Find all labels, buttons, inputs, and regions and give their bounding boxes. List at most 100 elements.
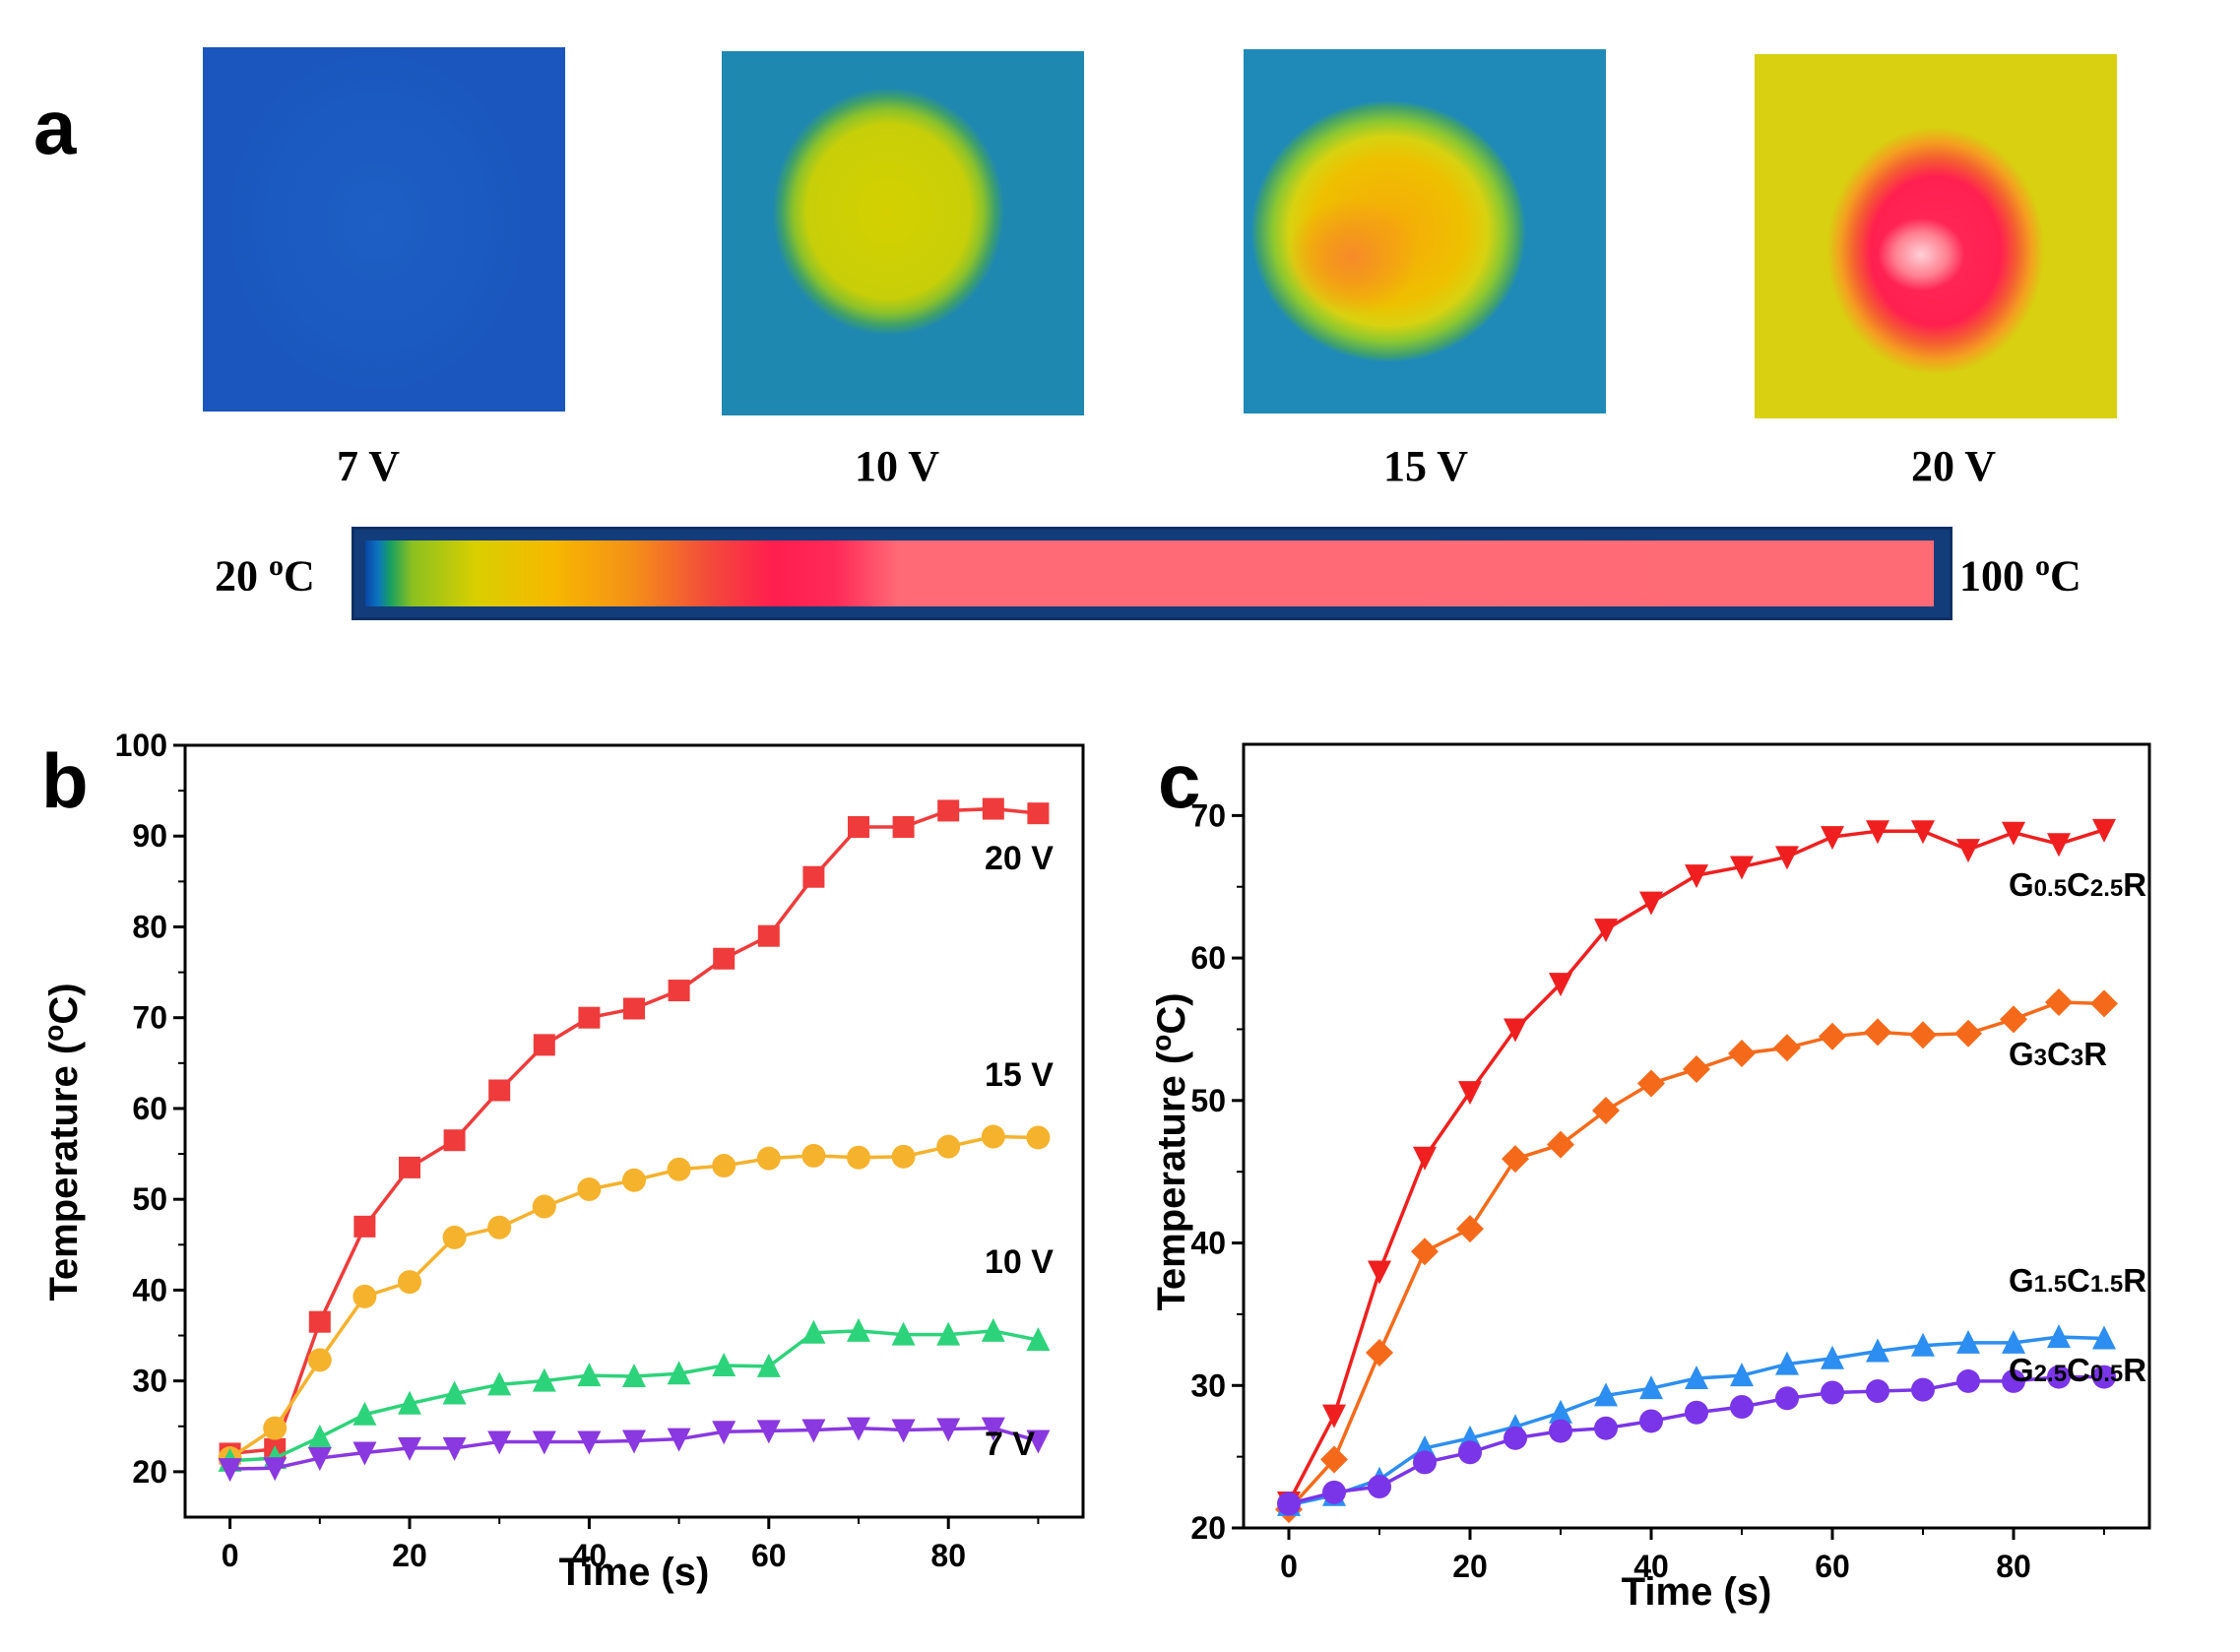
annotation-part: 0.5 bbox=[2090, 1361, 2123, 1387]
y-axis-title-main: Temperature ( bbox=[1150, 1050, 1193, 1310]
data-point bbox=[982, 797, 1004, 820]
data-point bbox=[1322, 1480, 1346, 1504]
data-point bbox=[801, 1319, 826, 1344]
data-point bbox=[2045, 987, 2073, 1016]
data-point bbox=[1819, 1022, 1846, 1050]
thermal-image-7v bbox=[203, 47, 565, 412]
data-point bbox=[1730, 1394, 1754, 1419]
data-point bbox=[1866, 1379, 1889, 1404]
data-point bbox=[712, 1352, 736, 1376]
data-point bbox=[1911, 1377, 1935, 1402]
x-tick-label: 80 bbox=[1996, 1549, 2031, 1584]
data-point bbox=[399, 1156, 420, 1178]
data-point bbox=[622, 1168, 646, 1192]
data-point bbox=[2002, 1368, 2025, 1393]
data-point bbox=[667, 1361, 691, 1385]
y-tick-label: 50 bbox=[132, 1181, 167, 1217]
data-point bbox=[442, 1436, 467, 1461]
data-point bbox=[623, 997, 645, 1020]
data-point bbox=[1026, 1327, 1051, 1352]
data-point bbox=[1502, 1145, 1529, 1174]
annotation-part: 1.5 bbox=[2034, 1271, 2067, 1298]
color-scale-gradient bbox=[365, 540, 1934, 606]
data-point bbox=[398, 1436, 421, 1461]
data-point bbox=[1637, 1069, 1665, 1098]
data-point bbox=[1639, 891, 1663, 916]
scale-max-label: 100 oC bbox=[1959, 549, 2081, 602]
data-point bbox=[892, 816, 915, 839]
data-point bbox=[1866, 1338, 1889, 1363]
scale-min-degree: o bbox=[269, 549, 284, 582]
x-tick-label: 60 bbox=[751, 1538, 787, 1573]
plot-frame bbox=[183, 743, 1085, 1519]
data-point bbox=[2092, 818, 2116, 843]
data-point bbox=[1685, 1400, 1708, 1425]
thermal-label-15v: 15 V bbox=[1383, 442, 1468, 490]
data-point bbox=[936, 1418, 961, 1442]
data-point bbox=[1504, 1018, 1527, 1043]
annotation-part: R bbox=[2123, 866, 2146, 903]
data-point bbox=[981, 1317, 1005, 1342]
series-annotation: 15 V bbox=[985, 1056, 1054, 1094]
data-point bbox=[532, 1367, 556, 1392]
data-point bbox=[936, 1134, 961, 1159]
y-tick-label: 80 bbox=[132, 909, 167, 944]
scale-max-value: 100 bbox=[1959, 551, 2035, 601]
data-point bbox=[487, 1371, 512, 1396]
panel-a-letter: a bbox=[33, 84, 77, 170]
series-line bbox=[1288, 1374, 2104, 1506]
series-annotation: G0.5C2.5R bbox=[2009, 866, 2146, 903]
scale-max-unit: C bbox=[2050, 551, 2081, 601]
data-point bbox=[1366, 1338, 1393, 1366]
data-point bbox=[1639, 1409, 1663, 1433]
y-tick-label: 60 bbox=[132, 1091, 167, 1126]
y-tick-label: 70 bbox=[1190, 797, 1226, 833]
series-annotation: 7 V bbox=[985, 1426, 1035, 1463]
data-point bbox=[2002, 1329, 2025, 1354]
data-point bbox=[1549, 973, 1572, 997]
data-point bbox=[1728, 1040, 1756, 1068]
data-point bbox=[487, 1430, 512, 1455]
data-point bbox=[1685, 1366, 1708, 1390]
data-point bbox=[712, 1421, 736, 1445]
thermal-label-10v: 10 V bbox=[855, 442, 939, 490]
data-point bbox=[1322, 1404, 1346, 1429]
data-point bbox=[1821, 826, 1844, 851]
data-point bbox=[352, 1401, 377, 1426]
data-point bbox=[1773, 1034, 1801, 1062]
annotation-part: 2.5 bbox=[2090, 875, 2123, 902]
thermal-label-20v: 20 V bbox=[1911, 442, 1996, 490]
thermal-image-15v bbox=[1244, 49, 1606, 413]
data-point bbox=[1504, 1426, 1527, 1450]
data-point bbox=[1730, 856, 1754, 880]
y-tick-label: 50 bbox=[1190, 1083, 1226, 1118]
data-point bbox=[936, 1321, 961, 1346]
data-point bbox=[1549, 1419, 1572, 1443]
data-point bbox=[756, 1146, 781, 1171]
data-point bbox=[802, 865, 825, 888]
x-tick-label: 60 bbox=[1815, 1549, 1850, 1584]
data-point bbox=[891, 1144, 916, 1169]
series-annotation: G3C3R bbox=[2009, 1036, 2107, 1072]
data-point bbox=[307, 1348, 332, 1372]
thermal-image-10v bbox=[722, 51, 1084, 415]
annotation-part: C bbox=[2067, 1352, 2090, 1388]
y-tick-label: 90 bbox=[132, 818, 167, 854]
annotation-part: 0.5 bbox=[2034, 875, 2067, 902]
annotation-part: G bbox=[2009, 1036, 2034, 1072]
data-point bbox=[1320, 1445, 1348, 1474]
data-point bbox=[1639, 1375, 1663, 1400]
x-tick-label: 0 bbox=[222, 1538, 239, 1573]
chart-c: 0 20 40 60 80 20 30 40 50 60 70 Time (s) Temperature… bbox=[1146, 742, 2151, 1614]
data-point bbox=[713, 947, 736, 970]
y-tick-label: 30 bbox=[1190, 1367, 1226, 1403]
data-point bbox=[1413, 1450, 1437, 1475]
data-point bbox=[757, 924, 780, 947]
data-point bbox=[532, 1430, 556, 1455]
data-point bbox=[1909, 1021, 1937, 1049]
annotation-part: G bbox=[2009, 1352, 2034, 1388]
data-point bbox=[756, 1420, 781, 1444]
x-tick-label: 40 bbox=[1633, 1549, 1669, 1584]
scale-min-unit: C bbox=[284, 551, 315, 601]
data-point bbox=[2000, 1005, 2027, 1034]
